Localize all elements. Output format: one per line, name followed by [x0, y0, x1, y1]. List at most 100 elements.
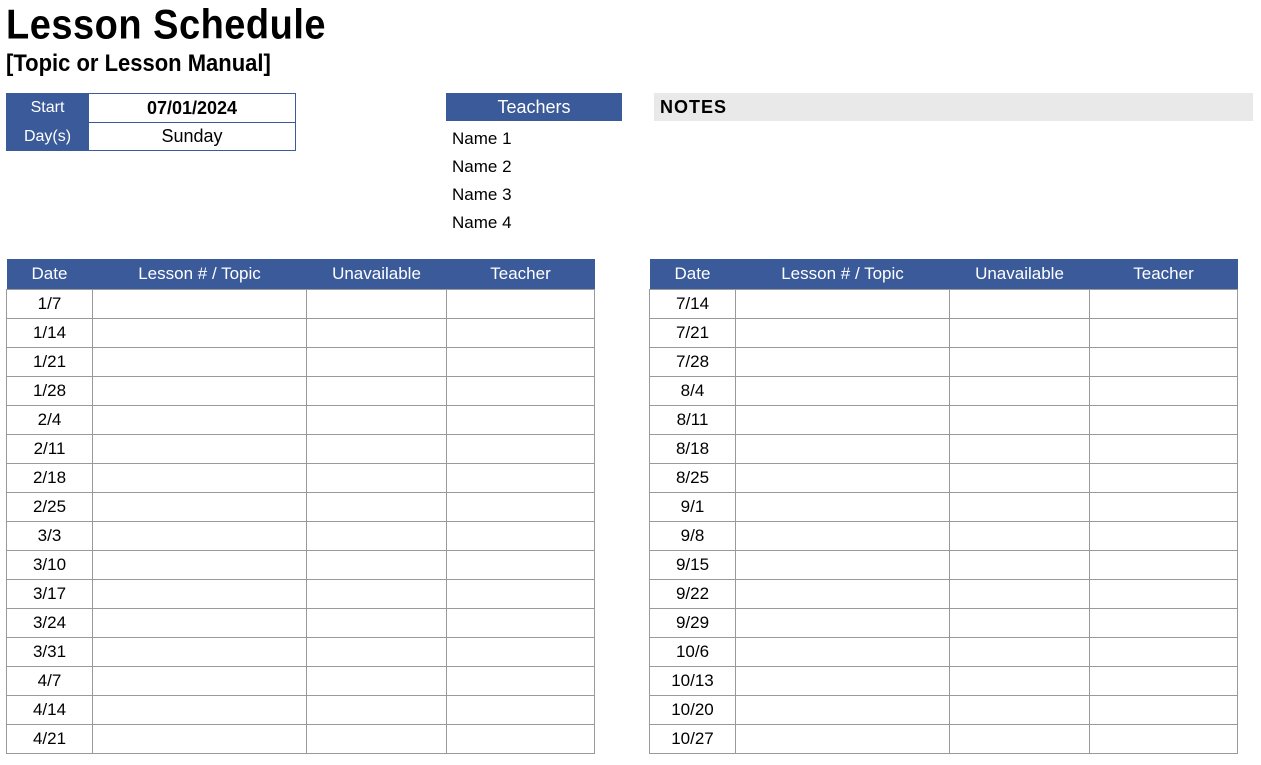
teacher-cell[interactable] [1090, 695, 1238, 724]
unavailable-cell[interactable] [307, 579, 447, 608]
topic-cell[interactable] [736, 521, 950, 550]
teacher-name[interactable]: Name 3 [446, 181, 622, 209]
unavailable-cell[interactable] [307, 724, 447, 753]
teacher-cell[interactable] [1090, 579, 1238, 608]
topic-cell[interactable] [93, 376, 307, 405]
topic-cell[interactable] [93, 579, 307, 608]
unavailable-cell[interactable] [307, 434, 447, 463]
topic-cell[interactable] [93, 666, 307, 695]
teacher-cell[interactable] [1090, 463, 1238, 492]
unavailable-cell[interactable] [307, 463, 447, 492]
teacher-cell[interactable] [447, 608, 595, 637]
unavailable-cell[interactable] [950, 405, 1090, 434]
unavailable-cell[interactable] [950, 434, 1090, 463]
topic-cell[interactable] [736, 405, 950, 434]
topic-cell[interactable] [736, 608, 950, 637]
teacher-cell[interactable] [1090, 666, 1238, 695]
topic-cell[interactable] [736, 579, 950, 608]
teacher-cell[interactable] [1090, 405, 1238, 434]
start-date-input[interactable]: 07/01/2024 [89, 94, 295, 122]
teacher-cell[interactable] [447, 637, 595, 666]
teacher-cell[interactable] [1090, 550, 1238, 579]
unavailable-cell[interactable] [950, 521, 1090, 550]
teacher-cell[interactable] [447, 318, 595, 347]
unavailable-cell[interactable] [950, 637, 1090, 666]
teacher-cell[interactable] [1090, 376, 1238, 405]
unavailable-cell[interactable] [950, 579, 1090, 608]
topic-cell[interactable] [736, 492, 950, 521]
teacher-cell[interactable] [1090, 347, 1238, 376]
teacher-cell[interactable] [447, 550, 595, 579]
unavailable-cell[interactable] [307, 492, 447, 521]
unavailable-cell[interactable] [307, 637, 447, 666]
unavailable-cell[interactable] [307, 347, 447, 376]
teacher-cell[interactable] [447, 463, 595, 492]
unavailable-cell[interactable] [950, 463, 1090, 492]
unavailable-cell[interactable] [950, 318, 1090, 347]
teacher-cell[interactable] [447, 405, 595, 434]
topic-cell[interactable] [736, 463, 950, 492]
topic-cell[interactable] [736, 666, 950, 695]
unavailable-cell[interactable] [307, 550, 447, 579]
unavailable-cell[interactable] [307, 608, 447, 637]
topic-cell[interactable] [736, 347, 950, 376]
unavailable-cell[interactable] [307, 521, 447, 550]
teacher-cell[interactable] [447, 289, 595, 318]
topic-cell[interactable] [736, 637, 950, 666]
topic-cell[interactable] [93, 434, 307, 463]
teacher-cell[interactable] [447, 492, 595, 521]
teacher-cell[interactable] [1090, 492, 1238, 521]
teacher-cell[interactable] [1090, 434, 1238, 463]
unavailable-cell[interactable] [307, 666, 447, 695]
topic-cell[interactable] [736, 376, 950, 405]
topic-cell[interactable] [93, 695, 307, 724]
topic-cell[interactable] [93, 318, 307, 347]
unavailable-cell[interactable] [307, 376, 447, 405]
unavailable-cell[interactable] [950, 724, 1090, 753]
topic-cell[interactable] [93, 608, 307, 637]
teacher-cell[interactable] [447, 347, 595, 376]
topic-cell[interactable] [93, 463, 307, 492]
teacher-cell[interactable] [1090, 521, 1238, 550]
unavailable-cell[interactable] [950, 608, 1090, 637]
topic-cell[interactable] [93, 405, 307, 434]
topic-cell[interactable] [93, 724, 307, 753]
topic-cell[interactable] [93, 637, 307, 666]
topic-cell[interactable] [93, 289, 307, 318]
teacher-cell[interactable] [1090, 724, 1238, 753]
unavailable-cell[interactable] [307, 695, 447, 724]
teacher-cell[interactable] [447, 666, 595, 695]
teacher-cell[interactable] [447, 695, 595, 724]
topic-cell[interactable] [93, 347, 307, 376]
unavailable-cell[interactable] [307, 318, 447, 347]
unavailable-cell[interactable] [950, 695, 1090, 724]
unavailable-cell[interactable] [307, 289, 447, 318]
topic-cell[interactable] [93, 492, 307, 521]
unavailable-cell[interactable] [950, 376, 1090, 405]
teacher-cell[interactable] [447, 521, 595, 550]
topic-cell[interactable] [736, 695, 950, 724]
topic-cell[interactable] [93, 521, 307, 550]
teacher-name[interactable]: Name 4 [446, 209, 622, 237]
topic-cell[interactable] [93, 550, 307, 579]
unavailable-cell[interactable] [950, 666, 1090, 695]
topic-cell[interactable] [736, 724, 950, 753]
teacher-cell[interactable] [1090, 637, 1238, 666]
teacher-cell[interactable] [447, 434, 595, 463]
teacher-cell[interactable] [1090, 289, 1238, 318]
teacher-cell[interactable] [1090, 608, 1238, 637]
topic-cell[interactable] [736, 289, 950, 318]
topic-cell[interactable] [736, 318, 950, 347]
teacher-cell[interactable] [447, 724, 595, 753]
teacher-cell[interactable] [447, 579, 595, 608]
topic-cell[interactable] [736, 550, 950, 579]
unavailable-cell[interactable] [307, 405, 447, 434]
days-input[interactable]: Sunday [89, 123, 295, 150]
topic-cell[interactable] [736, 434, 950, 463]
unavailable-cell[interactable] [950, 550, 1090, 579]
teacher-name[interactable]: Name 1 [446, 125, 622, 153]
unavailable-cell[interactable] [950, 347, 1090, 376]
unavailable-cell[interactable] [950, 289, 1090, 318]
teacher-cell[interactable] [447, 376, 595, 405]
teacher-name[interactable]: Name 2 [446, 153, 622, 181]
